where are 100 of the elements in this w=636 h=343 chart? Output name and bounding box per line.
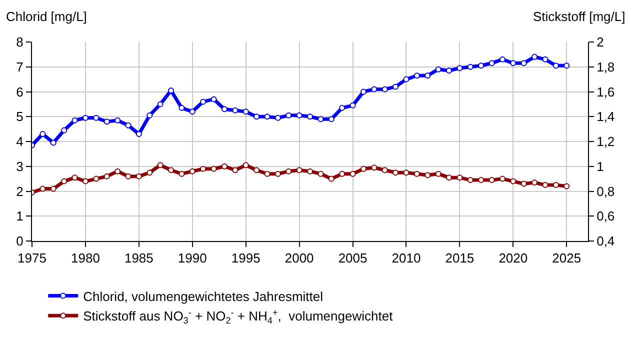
point — [178, 104, 185, 111]
point — [178, 170, 185, 177]
y-tick-label: 7 — [16, 59, 24, 74]
point — [371, 164, 378, 171]
y-tick-label: 6 — [16, 84, 24, 100]
point — [318, 170, 324, 177]
point — [552, 62, 559, 69]
point — [93, 114, 100, 121]
point — [510, 60, 516, 66]
point — [403, 170, 410, 176]
point — [114, 168, 121, 174]
point — [242, 108, 249, 115]
point — [467, 177, 474, 184]
point — [82, 114, 88, 121]
x-tick-label: 2005 — [338, 250, 368, 266]
point — [232, 107, 238, 114]
point — [136, 131, 142, 138]
x-tick-label: 2000 — [284, 250, 314, 266]
y2-tick-label: 1 — [596, 158, 604, 174]
point — [274, 114, 281, 121]
point — [564, 183, 570, 190]
y-tick-label: 1 — [16, 208, 24, 224]
point — [221, 106, 228, 112]
point — [488, 60, 495, 66]
point — [542, 56, 548, 62]
point — [488, 177, 495, 184]
y-tick-label: 5 — [16, 109, 24, 124]
point — [564, 62, 570, 69]
x-tick-label: 2010 — [392, 250, 421, 266]
point — [520, 180, 527, 187]
y2-tick-label: 0,4 — [596, 234, 615, 249]
point — [414, 72, 420, 79]
point — [328, 116, 334, 122]
point — [286, 112, 292, 118]
point — [307, 168, 313, 174]
x-tick-label: 1990 — [178, 250, 207, 266]
point — [189, 168, 196, 174]
point — [210, 96, 217, 102]
y-tick-label: 0 — [16, 234, 24, 249]
x-tick-label: 1975 — [18, 250, 46, 266]
point — [542, 182, 548, 188]
point — [318, 116, 324, 122]
point — [467, 64, 474, 70]
x-tick-label: 2025 — [552, 250, 582, 266]
point — [339, 104, 346, 111]
point — [392, 170, 399, 176]
y2-tick-label: 2 — [596, 34, 604, 50]
point — [435, 66, 442, 72]
y2-tick-label: 0,8 — [596, 184, 615, 199]
point — [456, 174, 463, 181]
point — [264, 114, 270, 120]
y2-tick-label: 1,8 — [596, 59, 615, 74]
point — [424, 72, 431, 79]
x-tick-label: 1980 — [71, 250, 100, 266]
point — [146, 112, 153, 118]
point — [478, 62, 484, 69]
point — [114, 117, 121, 124]
y-tick-label: 8 — [16, 34, 24, 50]
point — [403, 76, 410, 82]
point — [446, 68, 452, 74]
point — [200, 166, 206, 172]
y-axis-title: Chlorid [mg/L] — [6, 9, 87, 24]
point — [72, 174, 78, 181]
point — [136, 173, 142, 180]
y2-axis-title: Stickstoff [mg/L] — [533, 9, 626, 24]
point — [168, 167, 174, 174]
point — [360, 166, 366, 172]
legend-label: Chlorid, volumengewichtetes Jahresmittel — [83, 288, 324, 304]
point — [72, 117, 78, 124]
point — [189, 108, 196, 115]
point — [242, 162, 249, 168]
point — [232, 167, 238, 174]
point — [307, 114, 313, 120]
point — [125, 173, 132, 180]
point — [50, 140, 56, 146]
y2-tick-label: 1,4 — [596, 109, 615, 124]
point — [392, 84, 399, 90]
point — [274, 170, 281, 177]
point — [382, 167, 388, 174]
point — [210, 166, 217, 172]
point — [157, 101, 164, 108]
point — [435, 170, 442, 177]
point — [157, 162, 164, 168]
point — [456, 65, 463, 72]
x-tick-label: 1995 — [231, 250, 260, 266]
y-tick-label: 4 — [16, 134, 24, 150]
point — [520, 60, 527, 66]
point — [296, 112, 302, 118]
point — [264, 170, 270, 177]
point — [104, 118, 110, 125]
point — [499, 56, 506, 62]
y-tick-label: 3 — [16, 158, 24, 174]
point — [286, 168, 292, 174]
point — [350, 170, 356, 177]
point — [61, 178, 68, 184]
y2-tick-label: 1,6 — [596, 84, 615, 100]
point — [328, 176, 334, 182]
x-tick-label: 1985 — [124, 250, 154, 266]
point — [82, 178, 88, 184]
point — [424, 172, 431, 178]
